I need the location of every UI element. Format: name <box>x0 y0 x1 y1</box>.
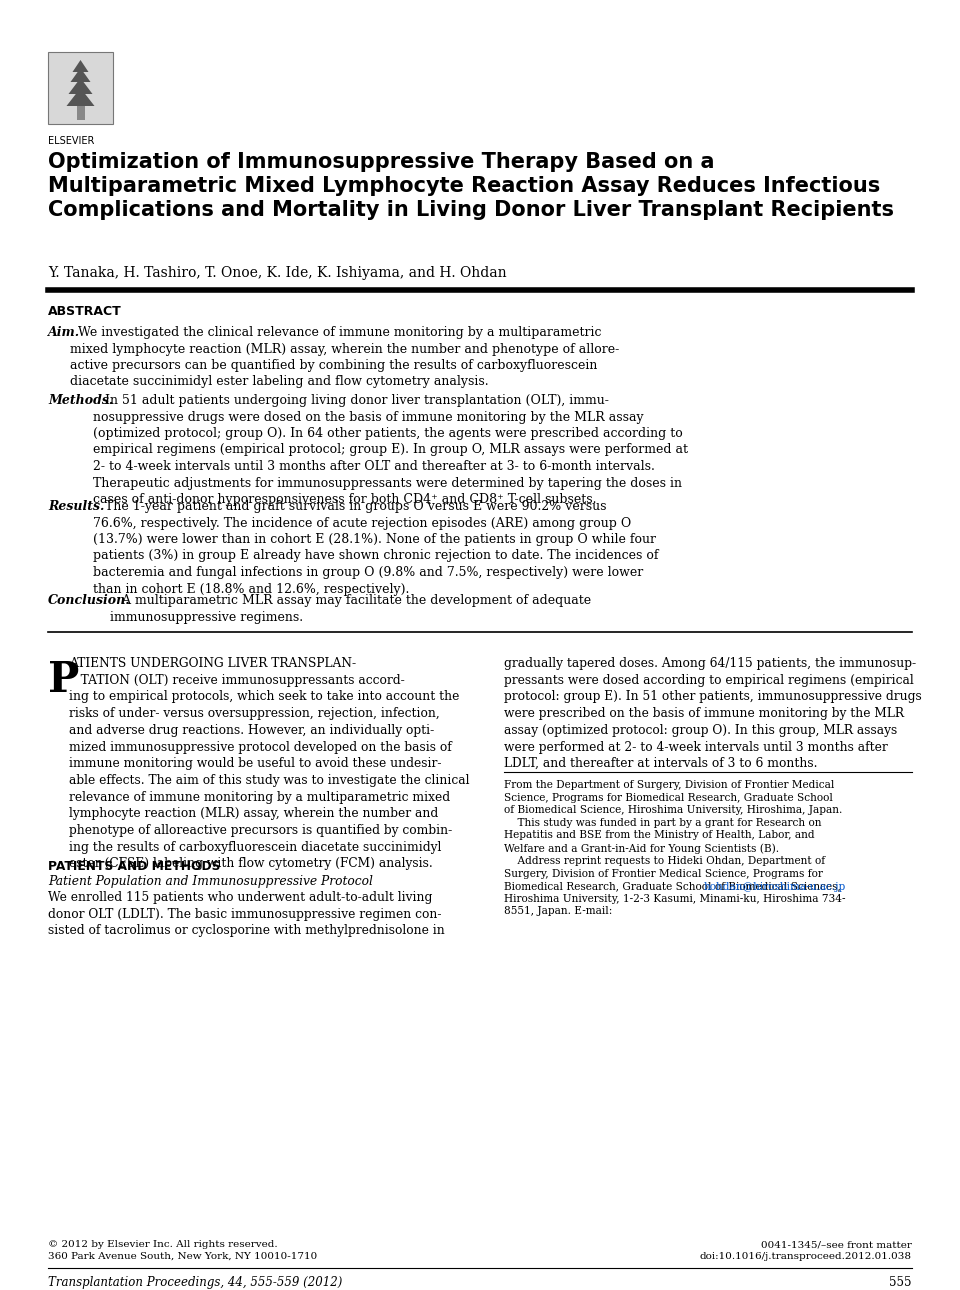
Text: Aim.: Aim. <box>48 326 80 339</box>
Text: Conclusion.: Conclusion. <box>48 593 131 608</box>
Text: Transplantation Proceedings, 44, 555-559 (2012): Transplantation Proceedings, 44, 555-559… <box>48 1276 343 1289</box>
Polygon shape <box>66 88 94 106</box>
Polygon shape <box>70 68 90 83</box>
Text: ELSEVIER: ELSEVIER <box>48 135 94 146</box>
Polygon shape <box>73 61 88 72</box>
Text: P: P <box>48 659 80 700</box>
Text: Results.: Results. <box>48 501 105 513</box>
Text: Patient Population and Immunosuppressive Protocol: Patient Population and Immunosuppressive… <box>48 875 372 888</box>
Text: From the Department of Surgery, Division of Frontier Medical
Science, Programs f: From the Department of Surgery, Division… <box>504 780 846 916</box>
Text: We enrolled 115 patients who underwent adult-to-adult living
donor OLT (LDLT). T: We enrolled 115 patients who underwent a… <box>48 891 444 938</box>
Text: ABSTRACT: ABSTRACT <box>48 304 122 319</box>
Text: PATIENTS AND METHODS: PATIENTS AND METHODS <box>48 860 221 873</box>
Polygon shape <box>68 77 92 94</box>
Text: gradually tapered doses. Among 64/115 patients, the immunosup-
pressants were do: gradually tapered doses. Among 64/115 pa… <box>504 657 922 770</box>
Text: © 2012 by Elsevier Inc. All rights reserved.
360 Park Avenue South, New York, NY: © 2012 by Elsevier Inc. All rights reser… <box>48 1240 317 1260</box>
Text: 0041-1345/–see front matter
doi:10.1016/j.transproceed.2012.01.038: 0041-1345/–see front matter doi:10.1016/… <box>700 1240 912 1260</box>
Text: ATIENTS UNDERGOING LIVER TRANSPLAN-
   TATION (OLT) receive immunosuppressants a: ATIENTS UNDERGOING LIVER TRANSPLAN- TATI… <box>69 657 469 871</box>
Text: Y. Tanaka, H. Tashiro, T. Onoe, K. Ide, K. Ishiyama, and H. Ohdan: Y. Tanaka, H. Tashiro, T. Onoe, K. Ide, … <box>48 266 507 280</box>
Bar <box>77 106 84 120</box>
Text: We investigated the clinical relevance of immune monitoring by a multiparametric: We investigated the clinical relevance o… <box>70 326 619 388</box>
Text: The 1-year patient and graft survivals in groups O versus E were 90.2% versus
76: The 1-year patient and graft survivals i… <box>93 501 659 596</box>
Bar <box>48 52 113 124</box>
Text: 555: 555 <box>890 1276 912 1289</box>
Text: Optimization of Immunosuppressive Therapy Based on a
Multiparametric Mixed Lymph: Optimization of Immunosuppressive Therap… <box>48 152 894 221</box>
Text: Methods.: Methods. <box>48 393 113 408</box>
Text: A multiparametric MLR assay may facilitate the development of adequate
immunosup: A multiparametric MLR assay may facilita… <box>109 593 590 623</box>
Text: In 51 adult patients undergoing living donor liver transplantation (OLT), immu-
: In 51 adult patients undergoing living d… <box>93 393 687 506</box>
Text: hohdan@hiroshima-u.ac.jp: hohdan@hiroshima-u.ac.jp <box>704 882 847 891</box>
